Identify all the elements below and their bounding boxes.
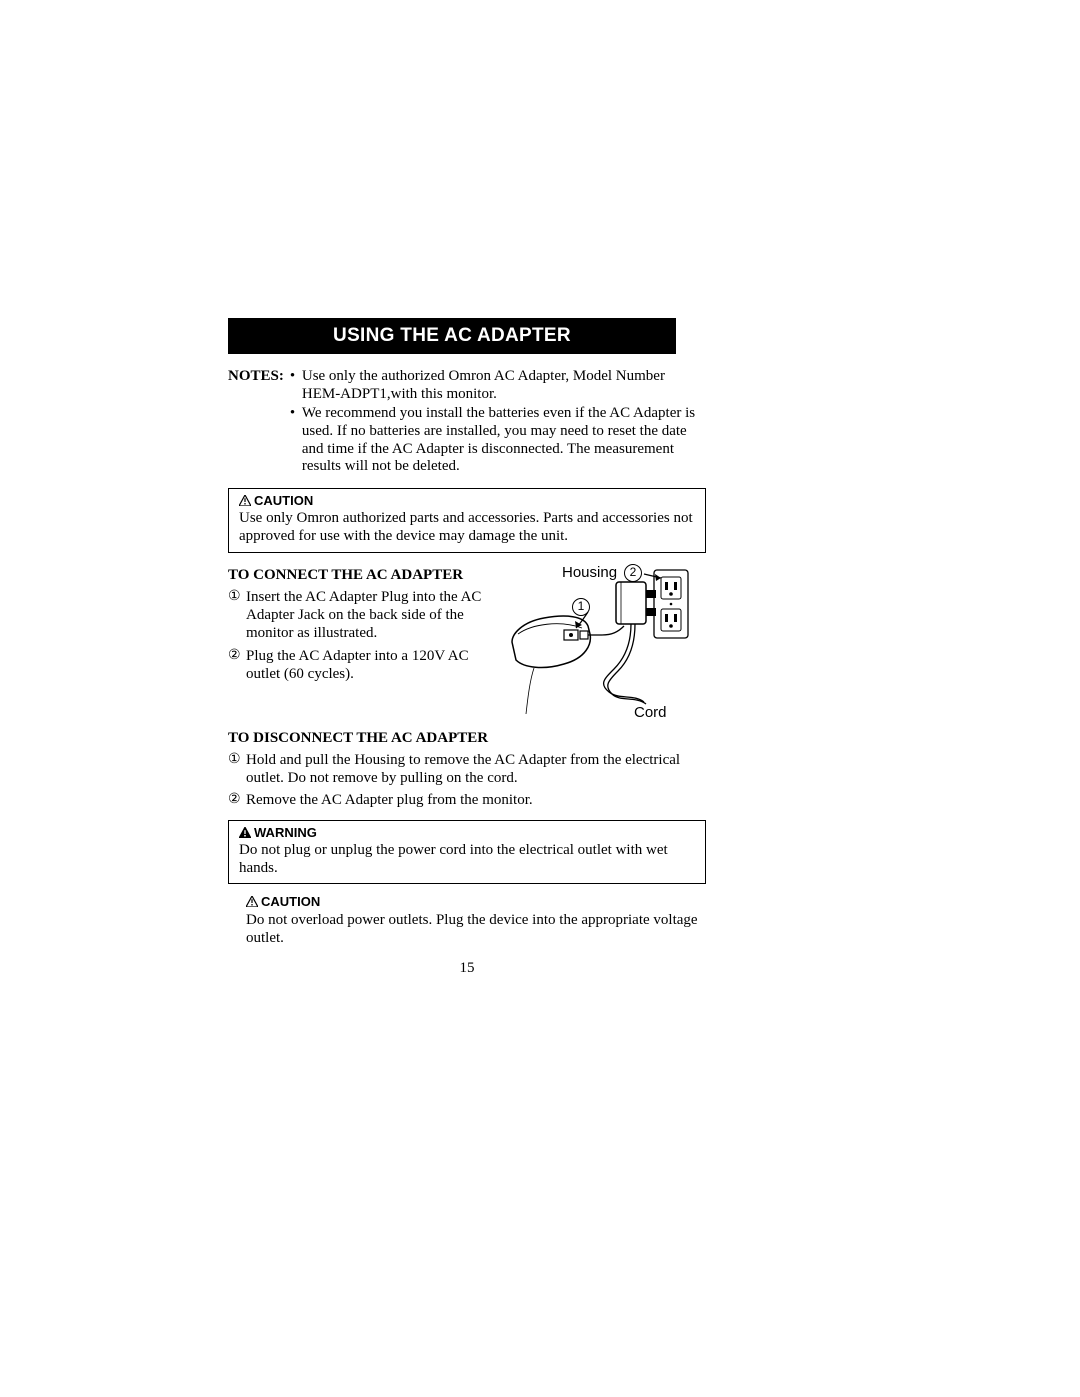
step-text: Insert the AC Adapter Plug into the AC A… [246, 589, 481, 642]
disconnect-steps: ① Hold and pull the Housing to remove the… [228, 751, 706, 810]
list-item: ① Insert the AC Adapter Plug into the AC … [228, 588, 496, 643]
warning-body: Do not plug or unplug the power cord int… [239, 842, 695, 877]
disconnect-heading: TO DISCONNECT THE AC ADAPTER [228, 730, 706, 747]
caution-body: Do not overload power outlets. Plug the … [228, 912, 706, 947]
step-marker: ① [228, 588, 241, 605]
step-marker: ② [228, 647, 241, 664]
caution-header-text: CAUTION [261, 894, 320, 909]
notes-block: NOTES: Use only the authorized Omron AC … [228, 368, 706, 478]
warning-triangle-icon [239, 494, 251, 509]
caution-header: CAUTION [228, 894, 706, 910]
step-marker: ① [228, 751, 241, 768]
warning-header-text: WARNING [254, 825, 317, 840]
caution-header: CAUTION [239, 493, 695, 509]
step-text: Remove the AC Adapter plug from the moni… [246, 792, 533, 808]
caution-header-text: CAUTION [254, 493, 313, 508]
list-item: ① Hold and pull the Housing to remove the… [228, 751, 706, 788]
connect-steps: ① Insert the AC Adapter Plug into the AC … [228, 588, 496, 687]
caution-body: Use only Omron authorized parts and acce… [239, 510, 695, 545]
caution-box: CAUTION Use only Omron authorized parts … [228, 488, 706, 553]
diagram-svg [504, 564, 696, 724]
connect-section: ① Insert the AC Adapter Plug into the AC … [228, 588, 706, 724]
caution-block-2: CAUTION Do not overload power outlets. P… [228, 894, 706, 947]
page-number: 15 [228, 960, 706, 977]
notes-item: We recommend you install the batteries e… [290, 405, 706, 476]
notes-item: Use only the authorized Omron AC Adapter… [290, 368, 706, 403]
notes-label: NOTES: [228, 368, 290, 478]
warning-header: WARNING [239, 825, 695, 841]
warning-box: WARNING Do not plug or unplug the power … [228, 820, 706, 885]
step-text: Hold and pull the Housing to remove the … [246, 752, 680, 786]
manual-page: USING THE AC ADAPTER NOTES: Use only the… [228, 318, 706, 977]
step-marker: ② [228, 791, 241, 808]
page-title: USING THE AC ADAPTER [228, 318, 676, 354]
warning-triangle-icon [239, 826, 251, 841]
adapter-diagram: Housing 2 1 Cord [504, 564, 696, 724]
step-text: Plug the AC Adapter into a 120V AC outle… [246, 648, 469, 682]
list-item: ② Remove the AC Adapter plug from the mon… [228, 791, 706, 809]
warning-triangle-icon [246, 895, 258, 910]
list-item: ② Plug the AC Adapter into a 120V AC outl… [228, 647, 496, 684]
notes-list: Use only the authorized Omron AC Adapter… [290, 368, 706, 478]
